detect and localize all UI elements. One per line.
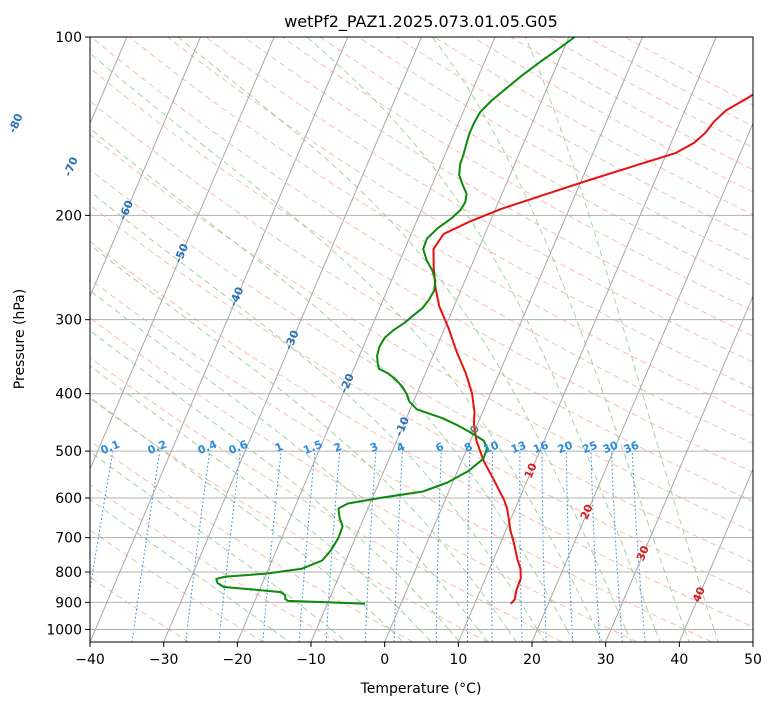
isotherm-line bbox=[90, 37, 349, 642]
mixing-ratio-label: 8 bbox=[462, 440, 474, 455]
isotherm-label: 40 bbox=[690, 585, 708, 604]
isotherm-label: 30 bbox=[634, 543, 652, 562]
y-tick-label: 100 bbox=[55, 30, 82, 46]
y-axis-label: Pressure (hPa) bbox=[12, 289, 28, 389]
mixing-ratio-label: 25 bbox=[580, 439, 599, 457]
moist-adiabat bbox=[177, 37, 627, 630]
x-tick-label: 0 bbox=[380, 652, 389, 668]
isotherm-label: 10 bbox=[522, 461, 540, 480]
dry-adiabat bbox=[281, 37, 753, 312]
mixing-ratio-label: 30 bbox=[601, 438, 620, 456]
y-tick-label: 600 bbox=[55, 491, 82, 507]
x-tick-label: 30 bbox=[597, 652, 615, 668]
moist-adiabat bbox=[330, 629, 348, 642]
mixing-ratio-label: 13 bbox=[509, 439, 528, 457]
isotherm-line bbox=[531, 122, 753, 642]
moist-adiabat bbox=[90, 396, 391, 630]
isotherm-line bbox=[457, 37, 717, 642]
isotherm-line bbox=[163, 37, 422, 642]
isotherm-line bbox=[678, 467, 753, 642]
x-axis-label: Temperature (°C) bbox=[360, 681, 482, 697]
y-tick-label: 300 bbox=[55, 313, 82, 329]
y-tick-label: 1000 bbox=[46, 622, 82, 638]
x-tick-label: −20 bbox=[223, 652, 253, 668]
moist-adiabat bbox=[419, 629, 433, 642]
moist-adiabat bbox=[90, 244, 509, 630]
dry-adiabat bbox=[90, 529, 264, 642]
moist-adiabat bbox=[90, 127, 568, 630]
dry-adiabat bbox=[90, 204, 753, 595]
x-tick-label: −30 bbox=[149, 652, 179, 668]
y-tick-label: 400 bbox=[55, 387, 82, 403]
moist-adiabat bbox=[90, 498, 273, 630]
isotherm-line bbox=[605, 295, 753, 642]
mixing-ratio-label: 3 bbox=[368, 440, 380, 455]
mixing-ratio-label: 36 bbox=[622, 438, 641, 456]
moist-adiabat bbox=[684, 629, 690, 642]
mixing-ratio-label: 16 bbox=[531, 438, 550, 456]
x-tick-label: 50 bbox=[744, 652, 762, 668]
dry-adiabat bbox=[90, 241, 753, 628]
temperature-profile-line bbox=[432, 93, 753, 605]
y-tick-label: 800 bbox=[55, 565, 82, 581]
mixing-ratio-label: 2 bbox=[332, 440, 344, 455]
moist-adiabat bbox=[431, 37, 686, 630]
moist-adiabat bbox=[525, 37, 715, 630]
dry-adiabat bbox=[90, 168, 753, 564]
mixing-ratio-label: 20 bbox=[556, 438, 575, 456]
moist-adiabat bbox=[478, 629, 489, 642]
dry-adiabat bbox=[90, 397, 488, 642]
isotherm-label: 20 bbox=[578, 502, 596, 521]
mixing-ratio-label: 1 bbox=[273, 440, 285, 455]
chart-title: wetPf2_PAZ1.2025.073.01.05.G05 bbox=[284, 12, 558, 32]
isotherm-line bbox=[90, 37, 275, 471]
isotherm-line bbox=[236, 37, 496, 642]
dewpoint-profile-line bbox=[215, 37, 576, 605]
moist-adiabat bbox=[389, 629, 404, 642]
moist-adiabat bbox=[90, 290, 479, 630]
plot-frame bbox=[89, 36, 754, 643]
x-tick-label: 20 bbox=[523, 652, 541, 668]
dry-adiabat bbox=[90, 100, 753, 503]
moist-adiabat bbox=[90, 329, 450, 630]
y-tick-label: 200 bbox=[55, 208, 82, 224]
mixing-ratio-label: 10 bbox=[482, 438, 501, 456]
moist-adiabat bbox=[90, 52, 597, 630]
moist-adiabat bbox=[536, 629, 546, 642]
dry-adiabat bbox=[90, 484, 339, 642]
moist-adiabat bbox=[507, 629, 518, 642]
moist-adiabat bbox=[595, 629, 603, 642]
moist-adiabat bbox=[306, 37, 656, 630]
x-tick-label: −10 bbox=[296, 652, 326, 668]
moist-adiabat bbox=[713, 629, 719, 642]
dry-adiabat bbox=[129, 37, 753, 417]
y-tick-label: 700 bbox=[55, 531, 82, 547]
moist-adiabat bbox=[654, 629, 661, 642]
dry-adiabat bbox=[90, 37, 753, 445]
y-tick-label: 500 bbox=[55, 444, 82, 460]
isotherm-line bbox=[384, 37, 643, 642]
dry-adiabat bbox=[90, 134, 753, 533]
isotherm-line bbox=[310, 37, 570, 642]
dry-adiabat bbox=[90, 356, 563, 642]
moist-adiabat bbox=[271, 628, 290, 642]
isotherm-line bbox=[90, 37, 201, 298]
moist-adiabat bbox=[625, 629, 632, 642]
x-tick-label: 40 bbox=[670, 652, 688, 668]
dry-adiabat bbox=[90, 278, 712, 642]
dry-adiabat bbox=[243, 37, 753, 337]
x-tick-label: −40 bbox=[75, 652, 105, 668]
x-tick-label: 10 bbox=[449, 652, 467, 668]
y-tick-label: 900 bbox=[55, 595, 82, 611]
